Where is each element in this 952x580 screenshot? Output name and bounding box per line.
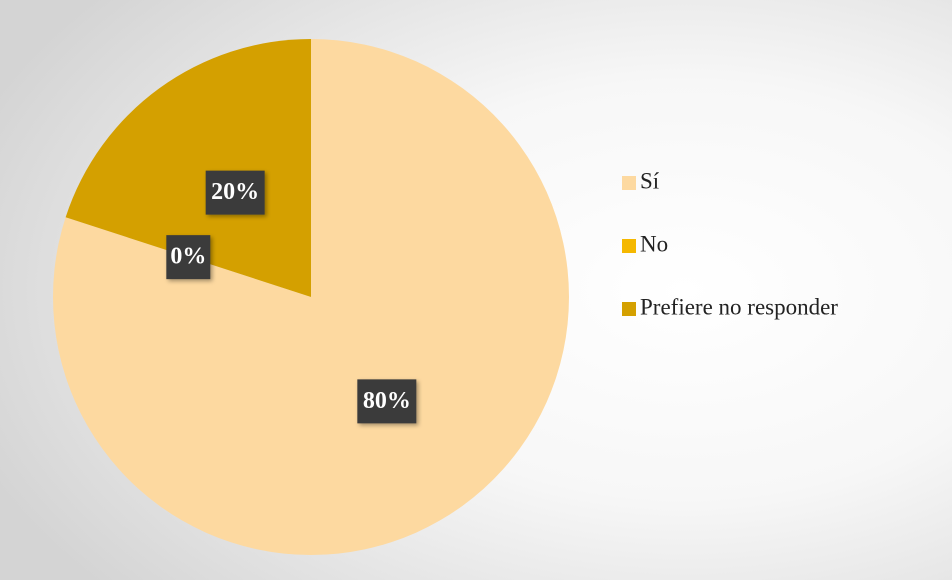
legend-swatch: [622, 239, 636, 253]
pie-slice: [53, 39, 570, 555]
legend-label: Sí: [640, 168, 660, 193]
legend-swatch: [622, 302, 636, 316]
data-label: 80%: [363, 388, 411, 414]
legend-swatch: [622, 176, 636, 190]
legend-label: Prefiere no responder: [640, 294, 838, 319]
data-label: 20%: [211, 179, 259, 205]
pie-slice: [65, 39, 312, 297]
data-label-box: [166, 235, 211, 280]
legend-label: No: [640, 231, 668, 256]
data-label-box: [357, 379, 417, 424]
data-label-box: [205, 170, 265, 215]
data-label: 0%: [170, 244, 206, 270]
